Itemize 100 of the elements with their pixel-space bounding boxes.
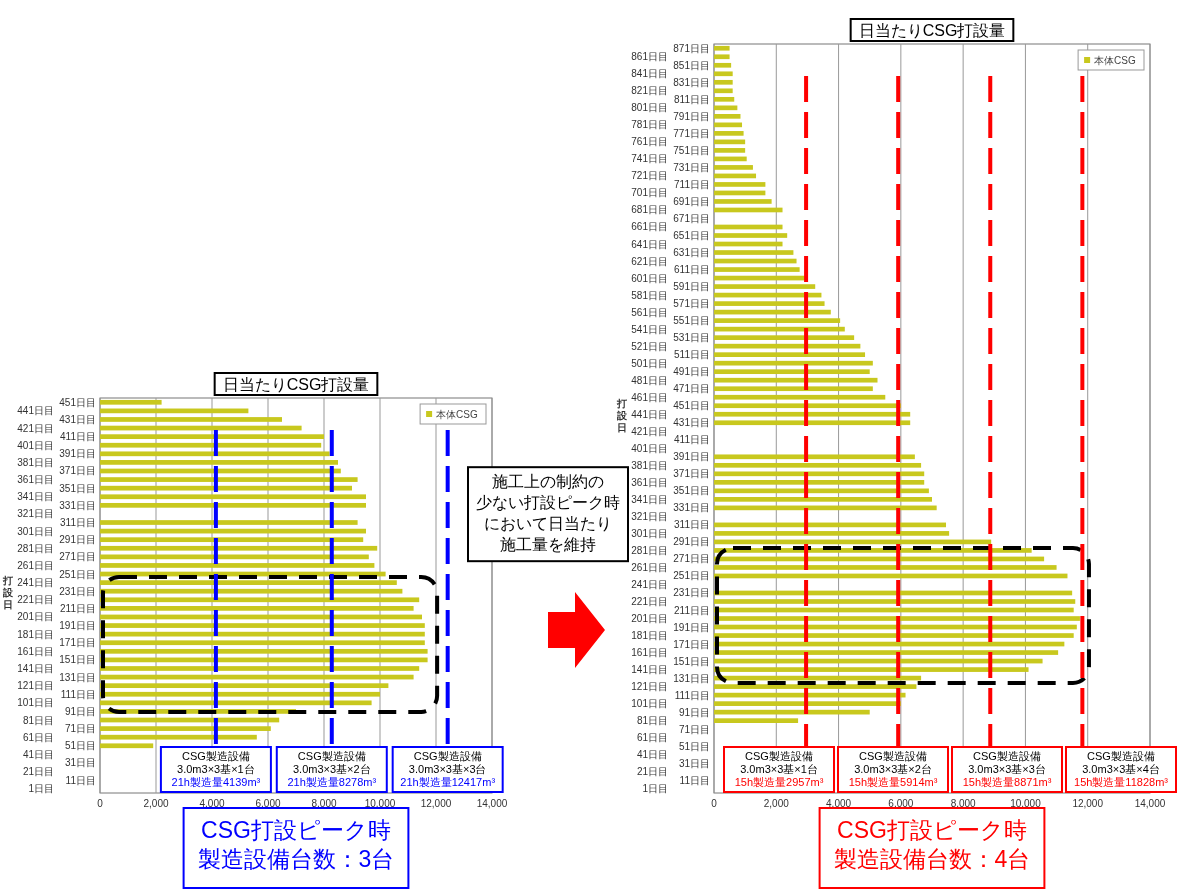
y-tick-label: 411日目 [60, 431, 96, 443]
y-tick-label: 51日目 [678, 740, 710, 752]
bar [714, 199, 772, 204]
x-tick-label: 14,000 [476, 798, 508, 809]
bar [714, 411, 911, 417]
bar [714, 182, 766, 187]
y-tick-label: 491日目 [673, 366, 710, 378]
y-tick-label: 621日目 [631, 255, 668, 267]
y-tick-label: 21日目 [636, 766, 668, 778]
y-tick-label: 871日目 [673, 42, 710, 54]
annotation: CSG製造設備 [297, 750, 366, 762]
y-tick-label: 651日目 [673, 230, 710, 242]
y-tick-label: 441日目 [17, 405, 54, 417]
y-tick-label: 821日目 [631, 85, 668, 97]
x-tick-label: 0 [711, 798, 718, 809]
annotation: CSG製造設備 [859, 750, 927, 762]
y-tick-label: 391日目 [673, 451, 710, 463]
y-tick-label: 421日目 [17, 422, 54, 434]
y-tick-label: 91日目 [64, 705, 96, 717]
y-tick-label: 371日目 [59, 465, 96, 477]
y-tick-label: 61日目 [22, 731, 54, 743]
y-tick-label: 631日目 [673, 247, 710, 259]
ref-line-label: 15h製造量8871m³ [962, 776, 1052, 788]
bar [714, 701, 901, 706]
x-tick-label: 2,000 [143, 798, 169, 809]
y-tick-label: 1日目 [642, 783, 668, 795]
chart-title: 日当たりCSG打設量 [222, 376, 370, 393]
y-tick-label: 701日目 [631, 187, 668, 199]
bar [100, 451, 330, 457]
y-tick-label: 381日目 [631, 459, 668, 471]
y-tick-label: 741日目 [631, 153, 668, 165]
bar [714, 105, 738, 111]
text: CSG打設ピーク時製造設備台数：4台 [833, 817, 1031, 872]
y-tick-label: 31日目 [64, 757, 96, 769]
y-tick-label: 231日目 [59, 585, 96, 597]
annotation: CSG製造設備 [745, 750, 813, 762]
y-tick-label: 231日目 [673, 587, 710, 599]
bar [100, 502, 366, 508]
y-tick-label: 211日目 [60, 602, 96, 614]
bar [714, 54, 730, 60]
bar [100, 434, 324, 439]
bar [100, 563, 375, 568]
x-tick-label: 8,000 [950, 798, 977, 809]
y-tick-label: 861日目 [631, 51, 668, 63]
y-tick-label: 781日目 [631, 119, 668, 131]
y-tick-label: 731日目 [673, 161, 710, 173]
bar [714, 96, 735, 102]
bar [714, 62, 732, 68]
bar [714, 88, 733, 94]
x-tick-label: 0 [97, 798, 104, 809]
y-tick-label: 1日目 [28, 783, 54, 795]
y-tick-label: 371日目 [673, 468, 710, 480]
y-tick-label: 561日目 [631, 306, 668, 318]
annotation: 3.0m3×3基×2台 [854, 763, 932, 775]
bar [100, 726, 271, 731]
x-tick-label: 4,000 [826, 798, 852, 809]
bar [714, 369, 870, 375]
ref-line-label: 21h製造量4139m³ [171, 776, 261, 788]
y-tick-label: 451日目 [59, 396, 96, 408]
bar [100, 399, 162, 405]
legend-label: 本体CSG [1094, 55, 1136, 66]
y-tick-label: 291日目 [59, 534, 96, 546]
bar [714, 667, 1029, 672]
bar [714, 650, 1059, 655]
annotation: CSG製造設備 [973, 750, 1041, 762]
y-tick-label: 151日目 [59, 654, 96, 666]
annotation: 3.0m3×3基×3台 [968, 763, 1046, 775]
annotation: CSG製造設備 [1087, 750, 1155, 762]
x-tick-label: 12,000 [1072, 798, 1104, 809]
bar [100, 606, 414, 611]
bar [714, 250, 794, 255]
y-tick-label: 81日目 [636, 715, 668, 727]
y-tick-label: 341日目 [631, 493, 668, 505]
y-tick-label: 101日目 [631, 698, 668, 710]
bar [100, 597, 420, 603]
y-tick-label: 271日目 [673, 553, 710, 565]
y-tick-label: 71日目 [678, 723, 710, 735]
bar [100, 545, 378, 551]
bar [100, 691, 380, 697]
y-tick-label: 711日目 [674, 178, 710, 190]
y-tick-label: 831日目 [673, 76, 710, 88]
y-tick-label: 501日目 [631, 357, 668, 369]
y-tick-label: 221日目 [631, 595, 668, 607]
x-tick-label: 8,000 [311, 798, 337, 809]
y-tick-label: 11日目 [65, 774, 96, 786]
bar [714, 454, 915, 460]
y-tick-label: 381日目 [17, 456, 54, 468]
y-tick-label: 541日目 [631, 323, 668, 335]
y-tick-label: 431日目 [673, 417, 710, 429]
bar [714, 148, 746, 153]
bar [100, 623, 425, 628]
y-tick-label: 471日目 [673, 383, 710, 395]
y-tick-label: 341日目 [17, 491, 54, 503]
bar [714, 420, 911, 426]
y-tick-label: 171日目 [673, 638, 710, 650]
y-tick-label: 241日目 [631, 578, 668, 590]
y-tick-label: 181日目 [631, 630, 668, 642]
bar [100, 554, 369, 560]
y-tick-label: 461日目 [631, 391, 668, 403]
y-tick-label: 791日目 [673, 110, 710, 122]
